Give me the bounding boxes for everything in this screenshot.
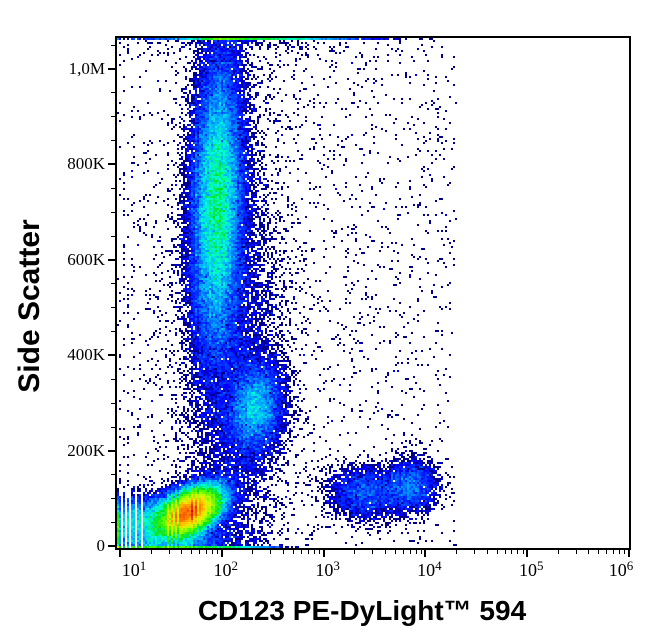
y-tick-label: 800K (67, 154, 105, 173)
y-tick-label: 0 (96, 536, 106, 555)
x-minor-tick (354, 550, 356, 554)
x-minor-tick (313, 550, 315, 554)
density-plot-canvas (117, 38, 629, 548)
x-minor-tick (420, 550, 422, 554)
y-minor-tick (111, 140, 115, 142)
x-minor-tick (473, 550, 475, 554)
y-minor-tick (111, 44, 115, 46)
y-minor-tick (111, 426, 115, 428)
y-minor-tick (111, 522, 115, 524)
x-minor-tick (402, 550, 404, 554)
y-minor-tick (111, 474, 115, 476)
y-minor-tick (111, 331, 115, 333)
y-major-tick (108, 449, 115, 452)
y-major-tick (108, 67, 115, 70)
y-axis-title: Side Scatter (13, 219, 46, 393)
x-minor-tick (191, 550, 193, 554)
x-major-tick (220, 550, 223, 557)
y-tick-label: 400K (67, 345, 105, 364)
x-minor-tick (270, 550, 272, 554)
y-minor-tick (111, 402, 115, 404)
x-tick-label: 106 (608, 558, 634, 580)
x-major-tick (628, 550, 630, 557)
y-minor-tick (111, 211, 115, 213)
x-minor-tick (613, 550, 615, 554)
x-minor-tick (415, 550, 417, 554)
x-minor-tick (522, 550, 524, 554)
x-minor-tick (517, 550, 519, 554)
x-minor-tick (292, 550, 294, 554)
x-minor-tick (511, 550, 513, 554)
y-minor-tick (111, 498, 115, 500)
x-minor-tick (217, 550, 219, 554)
y-minor-tick (111, 235, 115, 237)
y-minor-tick (111, 187, 115, 189)
x-minor-tick (301, 550, 303, 554)
y-major-tick (108, 545, 115, 547)
x-minor-tick (283, 550, 285, 554)
x-minor-tick (206, 550, 208, 554)
x-tick-label: 102 (213, 558, 239, 580)
y-minor-tick (111, 116, 115, 118)
x-minor-tick (307, 550, 309, 554)
x-minor-tick (557, 550, 559, 554)
x-minor-tick (456, 550, 458, 554)
x-minor-tick (496, 550, 498, 554)
x-major-tick (119, 550, 121, 557)
y-major-tick (108, 163, 115, 165)
x-minor-tick (575, 550, 577, 554)
x-major-tick (526, 550, 529, 557)
y-major-tick (108, 354, 115, 356)
x-minor-tick (199, 550, 201, 554)
x-tick-label: 101 (121, 558, 147, 580)
x-minor-tick (181, 550, 183, 554)
x-minor-tick (384, 550, 386, 554)
x-minor-tick (318, 550, 320, 554)
plot-border (115, 36, 631, 550)
y-tick-label: 600K (67, 249, 105, 269)
y-minor-tick (111, 283, 115, 285)
x-minor-tick (504, 550, 506, 554)
x-minor-tick (486, 550, 488, 554)
x-minor-tick (211, 550, 213, 554)
x-minor-tick (409, 550, 411, 554)
x-major-tick (424, 550, 427, 557)
x-tick-label: 103 (315, 558, 340, 580)
y-tick-label: 200K (67, 440, 105, 460)
x-minor-tick (598, 550, 600, 554)
x-tick-label: 104 (417, 558, 442, 580)
x-major-tick (322, 550, 325, 557)
y-minor-tick (111, 92, 115, 94)
y-minor-tick (111, 307, 115, 309)
x-minor-tick (394, 550, 396, 554)
y-minor-tick (111, 378, 115, 380)
x-minor-tick (252, 550, 254, 554)
y-tick-label: 1,0M (68, 58, 105, 78)
x-minor-tick (372, 550, 374, 554)
x-minor-tick (619, 550, 621, 554)
x-axis-title: CD123 PE-DyLight™ 594 (197, 595, 527, 626)
x-minor-tick (168, 550, 170, 554)
x-minor-tick (588, 550, 590, 554)
x-minor-tick (624, 550, 626, 554)
x-tick-label: 105 (518, 558, 544, 580)
x-minor-tick (606, 550, 608, 554)
y-major-tick (108, 258, 115, 261)
x-minor-tick (150, 550, 152, 554)
